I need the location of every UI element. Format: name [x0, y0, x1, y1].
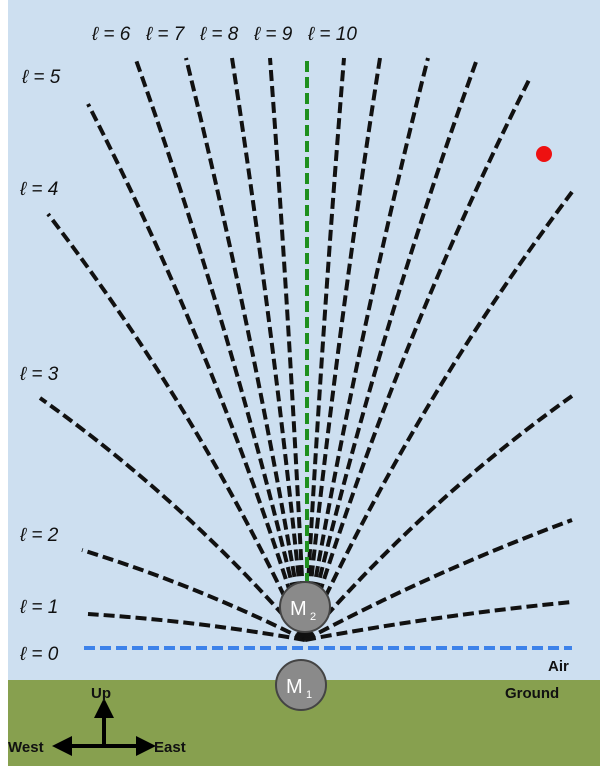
- mass-m1-label: M: [286, 676, 303, 698]
- label-l4: ℓ = 4: [19, 179, 58, 200]
- field-line-l1-right: [304, 600, 573, 642]
- compass-up-label: Up: [91, 685, 111, 702]
- field-line-l8-right: [303, 57, 382, 641]
- field-line-l5-right: [303, 77, 532, 641]
- field-line-l7-left: [184, 57, 307, 641]
- field-line-l3-right: [303, 394, 574, 642]
- field-line-l4-left: [46, 212, 307, 641]
- red-marker-dot: [536, 146, 552, 162]
- field-line-l7-right: [303, 57, 430, 641]
- label-l0: ℓ = 0: [19, 644, 59, 665]
- field-lines: [38, 57, 574, 642]
- label-l3: ℓ = 3: [19, 364, 59, 385]
- field-line-l8-left: [230, 57, 307, 641]
- ground-label: Ground: [505, 685, 559, 702]
- label-l5: ℓ = 5: [21, 67, 61, 88]
- mass-m1: M 1: [275, 659, 327, 711]
- mass-m2-label: M: [290, 598, 307, 620]
- label-l9: ℓ = 9: [253, 24, 293, 45]
- field-line-l4-right: [303, 190, 574, 641]
- mass-m1-subscript: 1: [306, 689, 312, 701]
- field-line-l3-left: [38, 396, 307, 642]
- sky-region: [8, 0, 600, 680]
- field-line-l5-left: [86, 103, 307, 641]
- label-l8: ℓ = 8: [199, 24, 239, 45]
- field-line-l1-left: [87, 612, 306, 642]
- label-l7: ℓ = 7: [145, 24, 186, 45]
- mass-m2: M 2: [279, 581, 331, 633]
- field-line-l2-left: [81, 548, 306, 642]
- mass-m1-circle: [275, 659, 327, 711]
- label-l2: ℓ = 2: [19, 525, 59, 546]
- label-l10: ℓ = 10: [307, 24, 357, 45]
- mass-m2-circle: [279, 581, 331, 633]
- field-line-l6-right: [303, 61, 478, 641]
- field-line-l9-right: [303, 57, 346, 641]
- label-l6: ℓ = 6: [91, 24, 131, 45]
- compass: Up West East: [8, 685, 186, 756]
- air-label: Air: [548, 658, 569, 675]
- field-line-l6-left: [134, 59, 307, 641]
- label-l1: ℓ = 1: [19, 597, 58, 618]
- compass-east-label: East: [154, 739, 186, 756]
- mass-m2-subscript: 2: [310, 611, 316, 623]
- field-line-l2-right: [304, 518, 573, 642]
- compass-west-label: West: [8, 739, 44, 756]
- field-line-l9-left: [268, 57, 307, 641]
